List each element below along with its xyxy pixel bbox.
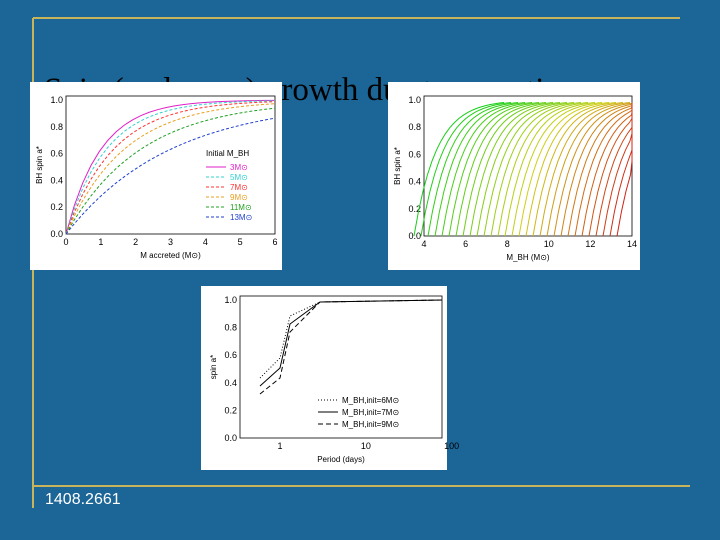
curve <box>553 102 633 237</box>
x-tick-label: 8 <box>505 239 510 249</box>
curve <box>616 102 633 237</box>
legend-title: Initial M_BH <box>206 149 249 158</box>
curve <box>427 101 519 237</box>
y-tick-label: 0.0 <box>224 433 237 443</box>
plot-frame <box>65 95 276 235</box>
y-axis-label: BH spin a* <box>393 147 402 185</box>
legend-entry: 13M⊙ <box>230 213 252 222</box>
y-tick-label: 0.2 <box>408 204 421 214</box>
y-tick-label: 1.0 <box>408 95 421 105</box>
legend-entry: 3M⊙ <box>230 163 248 172</box>
curve <box>65 117 276 235</box>
figure-panel <box>388 82 640 270</box>
curve <box>413 101 505 237</box>
curve <box>65 103 276 235</box>
x-tick-label: 12 <box>585 239 595 249</box>
curve <box>483 101 575 237</box>
legend-entry: M_BH,init=9M⊙ <box>342 420 399 429</box>
curve <box>525 101 617 237</box>
legend-entry: 7M⊙ <box>230 183 248 192</box>
y-tick-label: 0.4 <box>50 175 63 185</box>
curve <box>518 101 610 237</box>
curve <box>476 101 568 237</box>
y-tick-label: 0.8 <box>408 122 421 132</box>
x-tick-label: 2 <box>133 237 138 247</box>
figure-panel <box>201 286 447 470</box>
y-tick-label: 0.0 <box>50 229 63 239</box>
x-tick-label: 5 <box>238 237 243 247</box>
x-axis-label: M_BH (M⊙) <box>506 253 549 262</box>
legend-entry: 9M⊙ <box>230 193 248 202</box>
curve <box>259 299 443 395</box>
x-tick-label: 4 <box>203 237 208 247</box>
y-tick-label: 0.4 <box>408 177 421 187</box>
x-axis-label: Period (days) <box>317 455 365 464</box>
footer: 1408.2661 <box>45 491 121 508</box>
x-tick-label: 1 <box>98 237 103 247</box>
plot-frame <box>423 95 633 237</box>
curve <box>434 101 526 237</box>
x-tick-label: 4 <box>421 239 426 249</box>
x-tick-label: 1 <box>277 441 282 451</box>
x-tick-label: 14 <box>627 239 637 249</box>
y-tick-label: 0.6 <box>50 149 63 159</box>
x-tick-label: 10 <box>361 441 371 451</box>
curve <box>490 101 582 237</box>
curve <box>65 107 276 235</box>
curve <box>65 99 276 235</box>
y-tick-label: 0.8 <box>50 122 63 132</box>
curve <box>455 101 547 237</box>
y-tick-label: 0.6 <box>408 149 421 159</box>
curve <box>420 101 512 237</box>
y-axis-label: BH spin a* <box>35 146 44 184</box>
x-tick-label: 6 <box>272 237 277 247</box>
x-axis-label: M accreted (M⊙) <box>140 251 201 260</box>
curve <box>65 101 276 235</box>
curve <box>259 299 443 379</box>
plot-frame <box>239 295 443 439</box>
y-tick-label: 0.2 <box>224 405 237 415</box>
y-tick-label: 1.0 <box>50 95 63 105</box>
y-tick-label: 1.0 <box>224 295 237 305</box>
x-tick-label: 6 <box>463 239 468 249</box>
y-tick-label: 0.6 <box>224 350 237 360</box>
y-tick-label: 0.2 <box>50 202 63 212</box>
legend-entry: M_BH,init=7M⊙ <box>342 408 399 417</box>
x-tick-label: 100 <box>444 441 459 451</box>
curve <box>448 101 540 237</box>
y-axis-label: spin a* <box>209 355 218 379</box>
legend-entry: 5M⊙ <box>230 173 248 182</box>
curve <box>532 101 624 237</box>
curve <box>539 101 631 237</box>
x-tick-label: 10 <box>544 239 554 249</box>
curve <box>497 101 589 237</box>
curve <box>469 101 561 237</box>
curve <box>65 100 276 235</box>
x-tick-label: 3 <box>168 237 173 247</box>
x-tick-label: 0 <box>63 237 68 247</box>
legend-entry: 11M⊙ <box>230 203 252 212</box>
curve <box>546 102 633 237</box>
y-tick-label: 0.0 <box>408 231 421 241</box>
y-tick-label: 0.8 <box>224 323 237 333</box>
y-tick-label: 0.4 <box>224 378 237 388</box>
curve <box>441 101 533 237</box>
curve <box>504 101 596 237</box>
curve <box>462 101 554 237</box>
curve <box>511 101 603 237</box>
legend-entry: M_BH,init=6M⊙ <box>342 396 399 405</box>
